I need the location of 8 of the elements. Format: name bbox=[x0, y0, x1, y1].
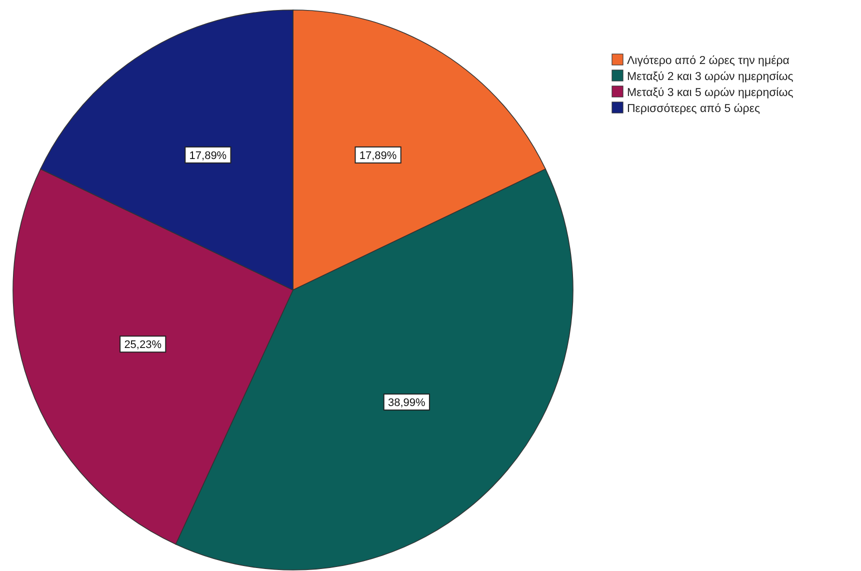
legend-label: Λιγότερο από 2 ώρες την ημέρα bbox=[627, 55, 790, 67]
legend-label: Μεταξύ 2 και 3 ωρών ημερησίως bbox=[627, 71, 794, 83]
data-label: 38,99% bbox=[388, 397, 426, 410]
data-label: 17,89% bbox=[189, 150, 227, 162]
data-label: 17,89% bbox=[359, 150, 397, 162]
data-label: 25,23% bbox=[124, 339, 162, 352]
legend-label: Περισσότερες από 5 ώρες bbox=[627, 103, 760, 115]
legend-label: Μεταξύ 3 και 5 ωρών ημερησίως bbox=[627, 87, 794, 99]
